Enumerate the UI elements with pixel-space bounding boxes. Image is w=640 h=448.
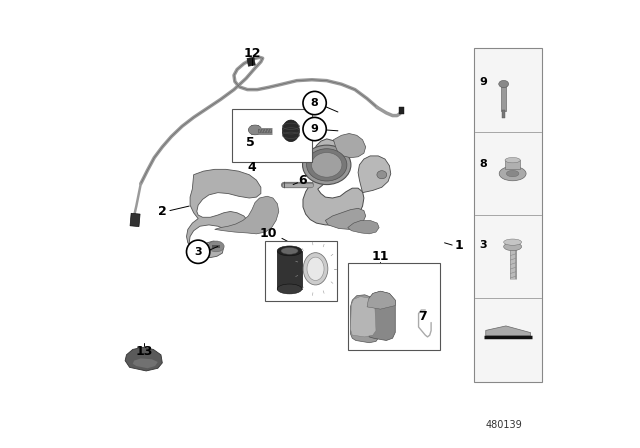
Ellipse shape <box>303 253 328 285</box>
Circle shape <box>303 91 326 115</box>
Text: 4: 4 <box>248 161 256 174</box>
Polygon shape <box>367 291 396 340</box>
Polygon shape <box>351 295 379 343</box>
Ellipse shape <box>312 152 342 177</box>
Polygon shape <box>252 130 259 134</box>
Ellipse shape <box>499 166 526 181</box>
FancyBboxPatch shape <box>266 241 337 301</box>
Polygon shape <box>351 297 376 337</box>
Text: 5: 5 <box>246 135 255 149</box>
Bar <box>278 251 302 289</box>
FancyBboxPatch shape <box>232 109 312 162</box>
Polygon shape <box>252 125 259 130</box>
FancyBboxPatch shape <box>348 263 440 350</box>
Text: 3: 3 <box>195 247 202 257</box>
Text: 13: 13 <box>136 345 153 358</box>
Ellipse shape <box>248 125 262 135</box>
Polygon shape <box>248 125 255 130</box>
Text: 1: 1 <box>454 238 463 252</box>
FancyBboxPatch shape <box>474 48 541 382</box>
Text: 11: 11 <box>372 250 389 263</box>
Bar <box>130 213 140 227</box>
Ellipse shape <box>282 120 300 142</box>
Text: 6: 6 <box>298 174 307 188</box>
Bar <box>399 107 404 114</box>
Ellipse shape <box>506 170 519 177</box>
Ellipse shape <box>504 239 522 246</box>
Text: 7: 7 <box>418 310 426 323</box>
Polygon shape <box>255 130 262 134</box>
Bar <box>247 57 255 66</box>
Polygon shape <box>248 130 255 134</box>
Text: 3: 3 <box>480 240 487 250</box>
Text: 8: 8 <box>479 159 488 169</box>
Ellipse shape <box>277 284 302 294</box>
Polygon shape <box>255 125 262 130</box>
Polygon shape <box>303 139 364 225</box>
Ellipse shape <box>504 243 522 251</box>
Ellipse shape <box>505 158 520 163</box>
Ellipse shape <box>499 81 509 88</box>
Polygon shape <box>125 347 163 371</box>
Ellipse shape <box>307 149 347 181</box>
Text: 2: 2 <box>158 205 166 218</box>
Polygon shape <box>186 169 261 258</box>
Polygon shape <box>367 291 396 309</box>
Ellipse shape <box>277 246 302 256</box>
Polygon shape <box>358 156 391 193</box>
Ellipse shape <box>377 171 387 179</box>
Ellipse shape <box>307 257 324 280</box>
Polygon shape <box>325 208 365 229</box>
Text: 480139: 480139 <box>485 420 522 430</box>
Ellipse shape <box>303 145 351 185</box>
Circle shape <box>186 240 210 263</box>
Text: 9: 9 <box>310 124 319 134</box>
Polygon shape <box>333 134 365 158</box>
Text: 12: 12 <box>243 47 260 60</box>
Bar <box>505 160 520 169</box>
Text: 9: 9 <box>479 77 488 87</box>
Polygon shape <box>348 220 379 234</box>
Polygon shape <box>215 196 279 234</box>
Bar <box>502 109 505 117</box>
Polygon shape <box>486 326 531 336</box>
Text: 8: 8 <box>311 98 319 108</box>
Polygon shape <box>132 358 158 368</box>
Ellipse shape <box>281 247 298 254</box>
Ellipse shape <box>208 241 224 252</box>
Bar <box>502 85 506 111</box>
Circle shape <box>303 117 326 141</box>
Text: 10: 10 <box>260 227 277 241</box>
Bar <box>212 245 220 248</box>
